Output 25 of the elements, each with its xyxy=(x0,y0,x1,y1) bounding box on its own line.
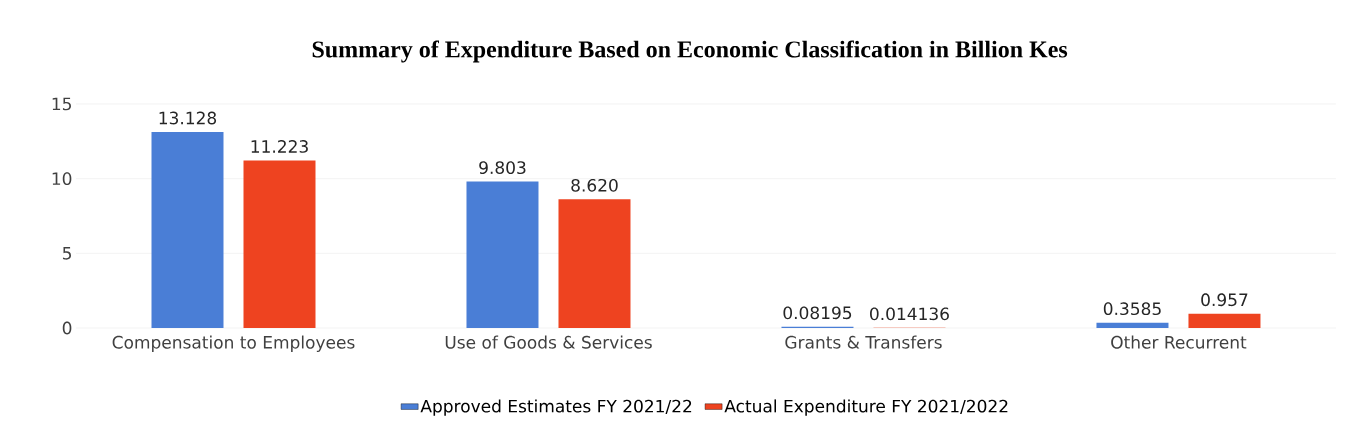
y-tick-label: 15 xyxy=(52,97,71,111)
data-label: 8.620 xyxy=(571,178,618,192)
legend-label: Actual Expenditure FY 2021/2022 xyxy=(724,399,1008,416)
y-tick-label: 0 xyxy=(62,321,72,335)
bar xyxy=(1188,313,1261,328)
bar xyxy=(151,131,224,328)
data-label: 0.957 xyxy=(1201,293,1248,307)
x-tick-label: Other Recurrent xyxy=(1111,335,1247,349)
data-label: 0.014136 xyxy=(870,307,949,321)
bar xyxy=(466,181,539,328)
bar xyxy=(243,160,316,328)
y-tick-label: 10 xyxy=(52,172,72,186)
x-tick-label: Use of Goods & Services xyxy=(445,335,652,349)
data-label: 9.803 xyxy=(479,161,526,175)
data-label: 11.223 xyxy=(251,140,308,153)
chart-title: Summary of Expenditure Based on Economic Classification in Billion Kes xyxy=(312,40,1068,63)
bar xyxy=(558,199,631,328)
x-tick-label: Grants & Transfers xyxy=(785,335,942,349)
legend-label: Approved Estimates FY 2021/22 xyxy=(420,399,692,416)
y-tick-label: 5 xyxy=(62,247,71,260)
data-label: 0.08195 xyxy=(783,306,852,320)
data-label: 13.128 xyxy=(159,111,217,125)
bar xyxy=(1096,322,1169,328)
x-tick-label: Compensation to Employees xyxy=(112,335,355,352)
data-label: 0.3585 xyxy=(1103,302,1161,316)
